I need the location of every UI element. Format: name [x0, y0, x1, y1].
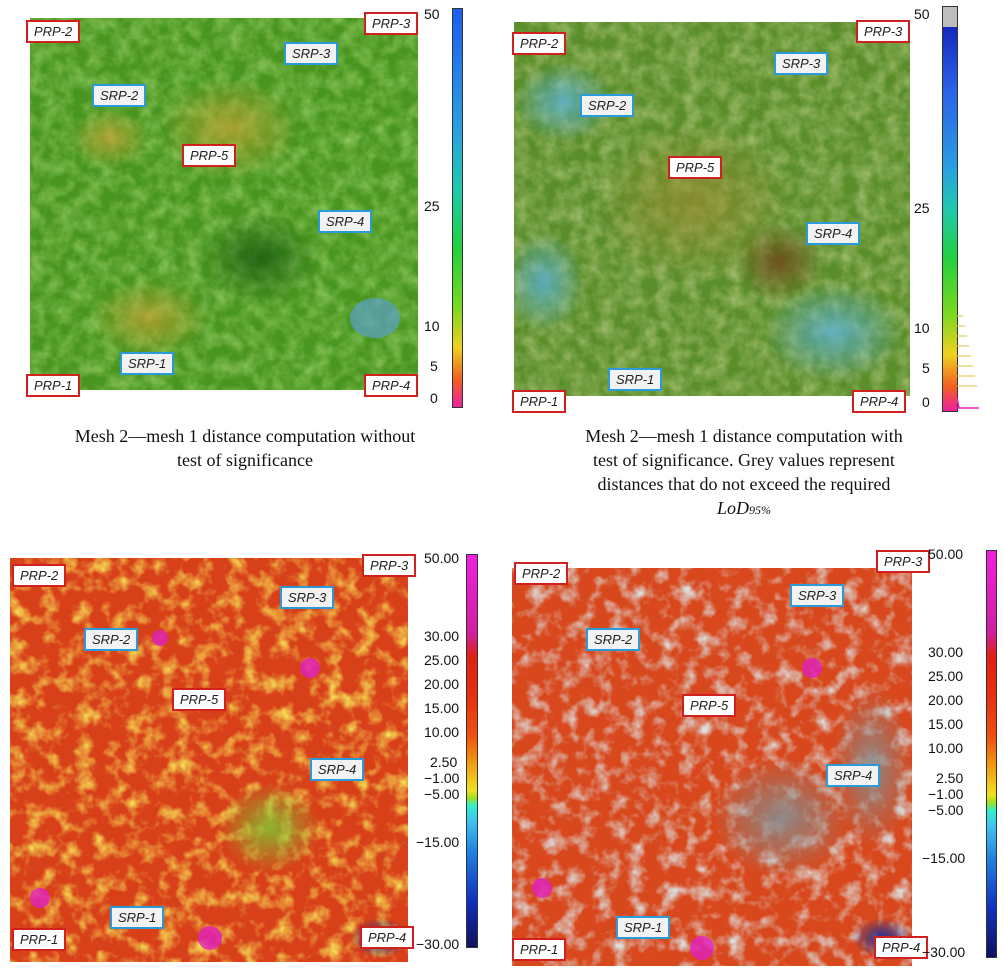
scale-tick: −15.00: [922, 850, 966, 866]
lod-symbol: LoD: [716, 498, 749, 518]
prp-1-label: PRP-1: [26, 374, 81, 397]
srp-4-label: SRP-4: [826, 764, 881, 787]
prp-2-label: PRP-2: [512, 32, 567, 55]
srp-1-label: SRP-1: [110, 906, 165, 929]
prp-5-label: PRP-5: [682, 694, 737, 717]
scale-tick: 25: [424, 198, 440, 214]
prp-1-label: PRP-1: [12, 928, 67, 951]
panel-bottom-left: PRP-2 PRP-3 SRP-3 SRP-2 PRP-5 SRP-4 SRP-…: [0, 540, 500, 968]
prp-1-label: PRP-1: [512, 390, 567, 413]
caption-line: Mesh 2—mesh 1 distance computation witho…: [74, 426, 416, 446]
prp-3-label: PRP-3: [876, 550, 931, 573]
caption-top-left: Mesh 2—mesh 1 distance computation witho…: [10, 424, 480, 472]
lod-subscript: 95%: [749, 503, 771, 517]
scale-tick: 20.00: [928, 692, 964, 708]
color-scale-bar: [986, 550, 997, 958]
distance-map-without-significance: [30, 18, 418, 390]
scale-tick: −1.00: [928, 786, 964, 802]
scale-tick: 30.00: [928, 644, 964, 660]
srp-3-label: SRP-3: [790, 584, 845, 607]
scale-tick: −1.00: [424, 770, 460, 786]
scale-tick: −30.00: [416, 936, 460, 952]
scale-tick: 25.00: [424, 652, 460, 668]
scale-tick: 20.00: [424, 676, 460, 692]
prp-3-label: PRP-3: [362, 554, 417, 577]
color-scale-bar: [942, 6, 958, 412]
caption-top-right: Mesh 2—mesh 1 distance computation with …: [504, 424, 984, 522]
color-scale: [940, 6, 1000, 416]
prp-2-label: PRP-2: [26, 20, 81, 43]
scale-tick: 50.00: [928, 546, 964, 562]
caption-line: Mesh 2—mesh 1 distance computation with: [585, 426, 903, 446]
prp-3-label: PRP-3: [856, 20, 911, 43]
scale-tick: 10: [424, 318, 440, 334]
prp-4-label: PRP-4: [852, 390, 907, 413]
color-scale-bar: [452, 8, 463, 408]
srp-2-label: SRP-2: [92, 84, 147, 107]
scale-tick: −5.00: [928, 802, 964, 818]
srp-2-label: SRP-2: [586, 628, 641, 651]
scale-tick: 2.50: [936, 770, 964, 786]
scale-tick: 10.00: [928, 740, 964, 756]
prp-1-label: PRP-1: [512, 938, 567, 961]
prp-2-label: PRP-2: [12, 564, 67, 587]
color-scale: [450, 8, 500, 410]
srp-4-label: SRP-4: [310, 758, 365, 781]
prp-5-label: PRP-5: [172, 688, 227, 711]
scale-tick: 2.50: [430, 754, 458, 770]
srp-2-label: SRP-2: [580, 94, 635, 117]
prp-5-label: PRP-5: [182, 144, 237, 167]
panel-top-left: PRP-2 PRP-3 SRP-3 SRP-2 PRP-5 SRP-4 SRP-…: [0, 0, 500, 480]
scale-tick: 10: [914, 320, 930, 336]
scale-tick: 50: [914, 6, 930, 22]
srp-3-label: SRP-3: [280, 586, 335, 609]
scale-tick: −5.00: [424, 786, 460, 802]
scale-tick: 30.00: [424, 628, 460, 644]
scale-tick: 0: [430, 390, 438, 406]
srp-1-label: SRP-1: [120, 352, 175, 375]
prp-5-label: PRP-5: [668, 156, 723, 179]
caption-lod: LoD95%: [504, 496, 984, 522]
srp-4-label: SRP-4: [806, 222, 861, 245]
scale-tick: 10.00: [424, 724, 460, 740]
map-texture: [514, 22, 910, 396]
color-scale: [986, 550, 1002, 960]
scale-tick: 50.00: [424, 550, 460, 566]
caption-line: test of significance. Grey values repres…: [593, 450, 895, 470]
panel-bottom-right: PRP-2 PRP-3 SRP-3 SRP-2 PRP-5 SRP-4 SRP-…: [500, 540, 1004, 968]
distance-map-bottom-right: [512, 568, 912, 966]
distance-map-with-significance: [514, 22, 910, 396]
scale-tick: 5: [430, 358, 438, 374]
scale-tick: 50: [424, 6, 440, 22]
map-texture: [30, 18, 418, 390]
scale-tick: 15.00: [424, 700, 460, 716]
srp-1-label: SRP-1: [608, 368, 663, 391]
prp-4-label: PRP-4: [360, 926, 415, 949]
prp-4-label: PRP-4: [874, 936, 929, 959]
scale-tick: 5: [922, 360, 930, 376]
scale-tick: 25.00: [928, 668, 964, 684]
scale-tick: 25: [914, 200, 930, 216]
srp-3-label: SRP-3: [774, 52, 829, 75]
srp-1-label: SRP-1: [616, 916, 671, 939]
prp-3-label: PRP-3: [364, 12, 419, 35]
scale-tick: −15.00: [416, 834, 460, 850]
scale-tick: 0: [922, 394, 930, 410]
color-scale: [466, 554, 486, 948]
significance-histogram: [957, 315, 979, 409]
scale-tick: −30.00: [922, 944, 966, 960]
prp-2-label: PRP-2: [514, 562, 569, 585]
srp-4-label: SRP-4: [318, 210, 373, 233]
srp-3-label: SRP-3: [284, 42, 339, 65]
panel-top-right: PRP-2 PRP-3 SRP-3 SRP-2 PRP-5 SRP-4 SRP-…: [500, 0, 1004, 520]
scale-tick: 15.00: [928, 716, 964, 732]
color-scale-bar: [466, 554, 478, 948]
caption-line: test of significance: [177, 450, 313, 470]
srp-2-label: SRP-2: [84, 628, 139, 651]
map-texture: [512, 568, 912, 966]
caption-line: distances that do not exceed the require…: [597, 474, 891, 494]
prp-4-label: PRP-4: [364, 374, 419, 397]
